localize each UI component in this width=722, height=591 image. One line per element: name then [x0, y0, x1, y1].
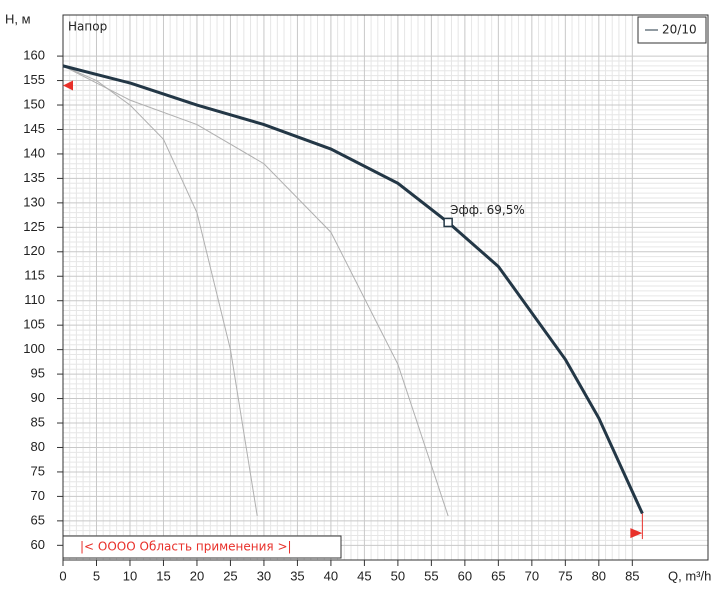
y-tick-label: 130 [23, 194, 45, 209]
y-tick-label: 70 [31, 488, 45, 503]
x-tick-label: 20 [190, 568, 204, 583]
y-tick-label: 125 [23, 219, 45, 234]
y-tick-label: 85 [31, 414, 45, 429]
x-tick-label: 65 [491, 568, 505, 583]
legend-label: 20/10 [662, 23, 697, 37]
curve-label: Напор [68, 20, 107, 34]
x-tick-label: 25 [223, 568, 237, 583]
x-tick-label: 50 [391, 568, 405, 583]
y-tick-label: 65 [31, 512, 45, 527]
y-tick-label: 60 [31, 537, 45, 552]
x-tick-label: 45 [357, 568, 371, 583]
y-tick-label: 105 [23, 317, 45, 332]
y-tick-label: 75 [31, 463, 45, 478]
x-tick-label: 55 [424, 568, 438, 583]
x-tick-label: 80 [592, 568, 606, 583]
y-tick-label: 135 [23, 170, 45, 185]
x-tick-label: 75 [558, 568, 572, 583]
x-tick-label: 5 [93, 568, 100, 583]
x-tick-label: 10 [123, 568, 137, 583]
range-box [62, 535, 342, 559]
y-tick-label: 110 [24, 292, 45, 307]
x-axis-label: Q, m³/h [668, 568, 711, 583]
x-tick-label: 70 [525, 568, 539, 583]
x-tick-label: 30 [257, 568, 271, 583]
range-text: |< OOOO Область применения >| [80, 540, 292, 554]
y-axis-label: H, м [5, 11, 31, 26]
y-tick-label: 120 [23, 243, 45, 258]
efficiency-label: Эфф. 69,5% [450, 203, 525, 217]
x-tick-label: 0 [59, 568, 66, 583]
y-tick-label: 90 [31, 390, 45, 405]
x-tick-label: 60 [458, 568, 472, 583]
series-line [62, 64, 644, 515]
y-tick-label: 150 [23, 96, 45, 111]
x-tick-label: 40 [324, 568, 338, 583]
range-marker-q [630, 528, 643, 539]
y-tick-label: 155 [23, 72, 45, 87]
x-tick-label: 35 [290, 568, 304, 583]
y-tick-label: 115 [24, 268, 45, 283]
y-tick-label: 145 [23, 121, 45, 136]
series-line [62, 65, 449, 517]
y-tick-label: 80 [31, 439, 45, 454]
x-tick-label: 15 [156, 568, 170, 583]
plot-frame [62, 14, 709, 561]
y-tick-label: 95 [31, 366, 45, 381]
x-tick-label: 85 [625, 568, 639, 583]
y-tick-label: 140 [23, 145, 45, 160]
y-tick-label: 100 [23, 341, 45, 356]
series-line [62, 65, 258, 517]
efficiency-marker [443, 217, 453, 228]
y-tick-label: 160 [23, 48, 45, 63]
range-marker-h [63, 80, 73, 91]
